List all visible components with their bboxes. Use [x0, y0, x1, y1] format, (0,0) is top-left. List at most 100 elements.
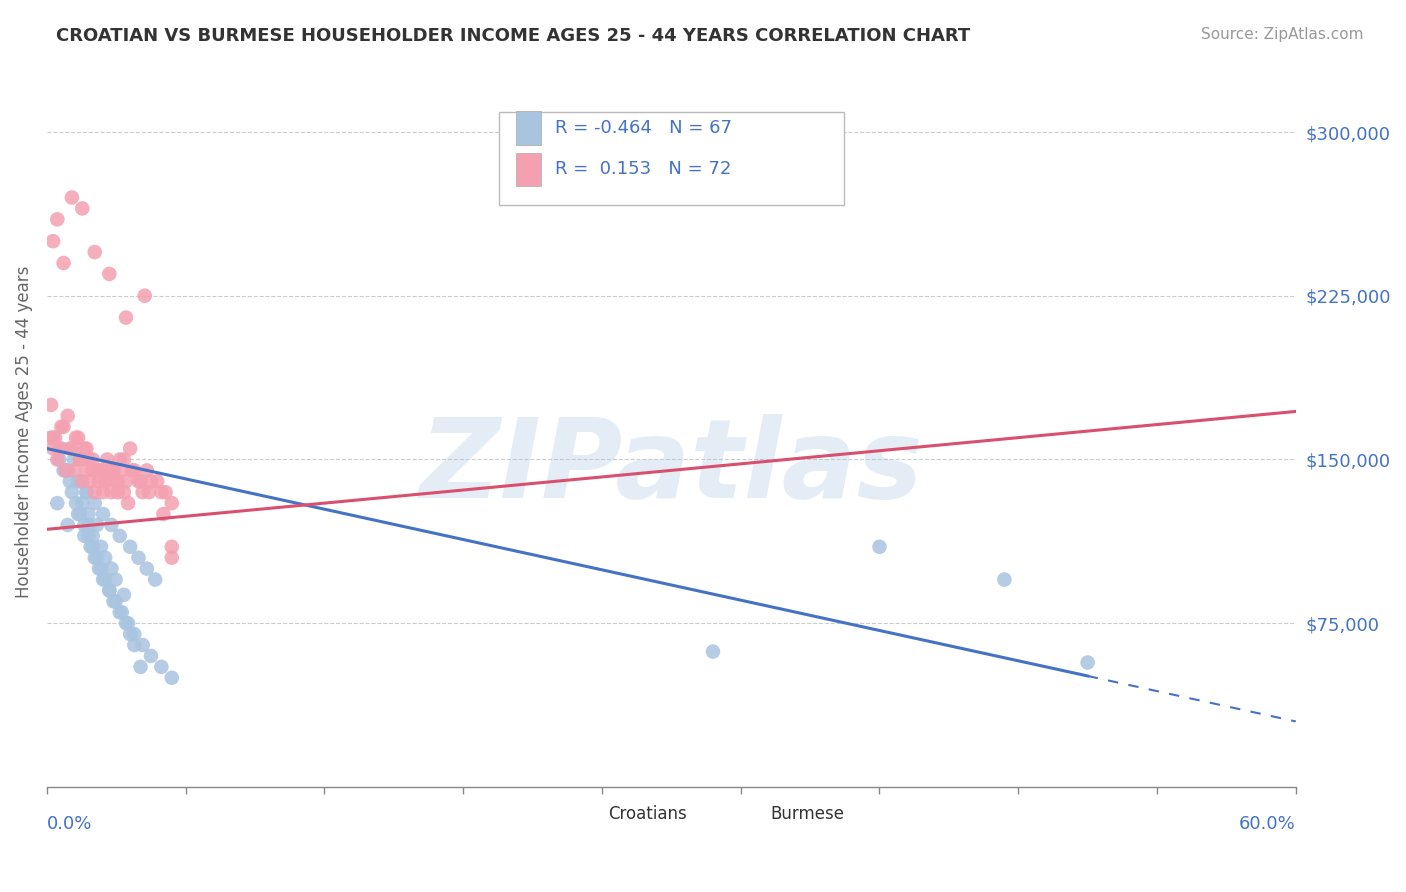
Point [46, 212, 69, 227]
Y-axis label: Householder Income Ages 25 - 44 years: Householder Income Ages 25 - 44 years [15, 266, 32, 599]
Point [69, 507, 91, 521]
Point [107, 485, 129, 500]
Point [79, 540, 101, 554]
Point [56, 463, 79, 477]
Point [124, 463, 146, 477]
Point [100, 518, 122, 533]
Point [103, 463, 125, 477]
Point [152, 507, 174, 521]
Point [82, 463, 104, 477]
Text: 0.0%: 0.0% [46, 815, 93, 833]
Point [87, 475, 110, 489]
Point [69, 475, 91, 489]
Point [86, 463, 108, 477]
Point [134, 289, 156, 303]
Point [72, 496, 94, 510]
Point [42, 431, 65, 445]
Point [75, 463, 97, 477]
Point [55, 463, 77, 477]
Point [112, 452, 135, 467]
Point [869, 540, 891, 554]
Point [75, 485, 97, 500]
Point [100, 485, 122, 500]
Point [135, 561, 157, 575]
Point [135, 463, 157, 477]
Point [98, 267, 121, 281]
Text: Burmese: Burmese [770, 805, 844, 822]
Point [79, 475, 101, 489]
Point [117, 496, 139, 510]
Point [86, 550, 108, 565]
Point [94, 573, 117, 587]
Point [67, 507, 90, 521]
Point [48, 442, 70, 456]
Point [87, 463, 110, 477]
Point [103, 594, 125, 608]
Point [82, 529, 104, 543]
Point [83, 550, 105, 565]
Point [72, 202, 94, 216]
Point [100, 463, 122, 477]
Point [120, 442, 142, 456]
Point [117, 616, 139, 631]
Point [115, 310, 138, 325]
Point [90, 561, 112, 575]
Point [46, 496, 69, 510]
Point [98, 463, 121, 477]
Point [42, 442, 65, 456]
Point [111, 463, 134, 477]
Point [39, 398, 62, 412]
Point [108, 605, 131, 619]
Point [83, 496, 105, 510]
Point [91, 485, 114, 500]
Point [94, 550, 117, 565]
Point [100, 561, 122, 575]
Point [115, 616, 138, 631]
Point [124, 627, 146, 641]
Point [112, 588, 135, 602]
Point [1077, 656, 1099, 670]
Point [98, 583, 121, 598]
Text: ZIPatlas: ZIPatlas [419, 414, 924, 521]
Text: Croatians: Croatians [607, 805, 686, 822]
Point [129, 660, 152, 674]
Text: R =  0.153   N = 72: R = 0.153 N = 72 [555, 161, 731, 178]
Point [65, 496, 87, 510]
Point [129, 475, 152, 489]
Point [112, 485, 135, 500]
Text: 60.0%: 60.0% [1239, 815, 1296, 833]
Point [160, 671, 183, 685]
Point [96, 452, 118, 467]
Point [120, 627, 142, 641]
Point [48, 452, 70, 467]
Point [63, 463, 86, 477]
Text: CROATIAN VS BURMESE HOUSEHOLDER INCOME AGES 25 - 44 YEARS CORRELATION CHART: CROATIAN VS BURMESE HOUSEHOLDER INCOME A… [56, 27, 970, 45]
Point [108, 529, 131, 543]
Point [94, 475, 117, 489]
Point [39, 431, 62, 445]
Point [143, 573, 166, 587]
Point [115, 475, 138, 489]
Point [138, 485, 160, 500]
Point [44, 431, 66, 445]
Point [111, 605, 134, 619]
Point [52, 419, 75, 434]
Point [51, 442, 73, 456]
Point [42, 234, 65, 248]
Point [160, 550, 183, 565]
Point [702, 644, 724, 658]
Point [146, 475, 169, 489]
Point [150, 485, 173, 500]
Point [107, 475, 129, 489]
Point [91, 573, 114, 587]
Point [127, 550, 149, 565]
Point [77, 452, 100, 467]
Point [75, 485, 97, 500]
Point [67, 431, 90, 445]
Point [59, 442, 82, 456]
Point [63, 452, 86, 467]
Point [65, 431, 87, 445]
Point [90, 463, 112, 477]
Point [77, 507, 100, 521]
Point [82, 452, 104, 467]
